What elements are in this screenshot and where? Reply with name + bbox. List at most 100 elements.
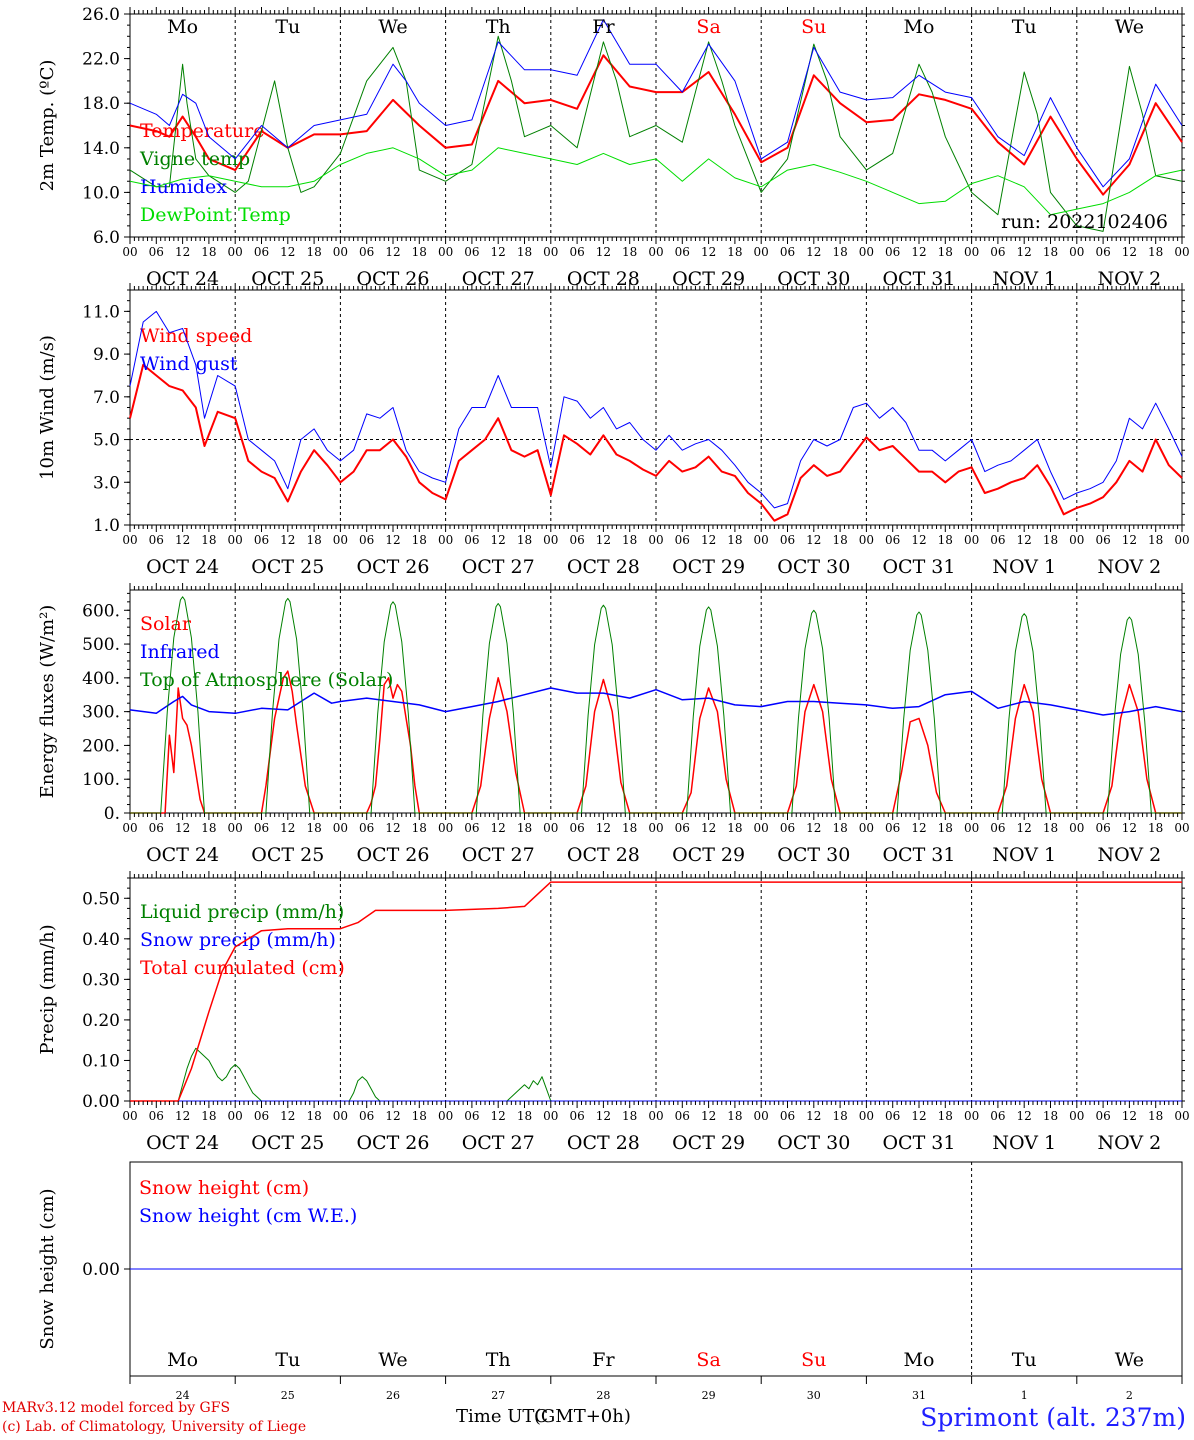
legend-entry: DewPoint Temp bbox=[140, 204, 291, 226]
day-abbrev-bottom: Tu bbox=[1012, 1349, 1037, 1371]
day-abbrev-top: Sa bbox=[696, 16, 720, 38]
x-hour-label: 06 bbox=[885, 1109, 900, 1123]
legend-entry: Wind speed bbox=[140, 325, 252, 347]
y-tick-label: 0. bbox=[104, 804, 120, 824]
x-hour-label: 00 bbox=[438, 1109, 453, 1123]
x-hour-label: 00 bbox=[964, 245, 979, 259]
x-hour-label: 00 bbox=[543, 245, 558, 259]
y-tick-label: 0.10 bbox=[82, 1051, 120, 1071]
x-hour-label: 12 bbox=[596, 245, 611, 259]
x-hour-label: 18 bbox=[938, 1109, 953, 1123]
legend-entry: Wind gust bbox=[140, 353, 238, 375]
legend-entry: Infrared bbox=[140, 641, 220, 663]
x-hour-label: 06 bbox=[254, 245, 269, 259]
x-hour-label: 06 bbox=[359, 821, 374, 835]
y-tick-label: 0.20 bbox=[82, 1011, 120, 1031]
x-hour-label: 12 bbox=[1017, 1109, 1032, 1123]
x-hour-label: 00 bbox=[333, 1109, 348, 1123]
x-hour-label: 00 bbox=[648, 533, 663, 547]
y-tick-label: 100. bbox=[82, 770, 120, 790]
x-date-label: OCT 31 bbox=[882, 1132, 955, 1154]
x-hour-label: 00 bbox=[754, 533, 769, 547]
x-hour-label: 06 bbox=[1095, 533, 1110, 547]
x-hour-label: 18 bbox=[832, 245, 847, 259]
x-date-label: OCT 30 bbox=[777, 1132, 850, 1154]
day-number: 29 bbox=[702, 1389, 716, 1402]
y-axis-label: 2m Temp. (ºC) bbox=[37, 60, 58, 192]
x-hour-label: 18 bbox=[517, 533, 532, 547]
x-date-label: OCT 26 bbox=[356, 1132, 429, 1154]
x-hour-label: 12 bbox=[911, 533, 926, 547]
y-tick-label: 10.0 bbox=[82, 183, 120, 203]
x-hour-label: 06 bbox=[149, 821, 164, 835]
y-tick-label: 0.00 bbox=[82, 1260, 120, 1280]
x-hour-label: 18 bbox=[727, 245, 742, 259]
x-hour-label: 18 bbox=[622, 1109, 637, 1123]
x-hour-label: 12 bbox=[806, 1109, 821, 1123]
x-hour-label: 18 bbox=[727, 821, 742, 835]
panel-wind: 1.0 3.0 5.0 7.0 9.0 11.0 10m Wind (m/s) Wind sp… bbox=[37, 289, 1185, 536]
y-tick-label: 0.30 bbox=[82, 970, 120, 990]
x-hour-label: 12 bbox=[596, 533, 611, 547]
panel-precip: 0.00 0.10 0.20 0.30 0.40 0.50 Precip (mm/h) Liq… bbox=[37, 877, 1185, 1112]
x-hour-label: 12 bbox=[385, 1109, 400, 1123]
x-hour-label: 00 bbox=[859, 821, 874, 835]
x-date-label: OCT 27 bbox=[462, 268, 535, 290]
x-hour-label: 12 bbox=[806, 821, 821, 835]
x-hour-label: 00 bbox=[859, 533, 874, 547]
x-hour-label: 18 bbox=[1043, 821, 1058, 835]
day-abbrev-top: Th bbox=[486, 16, 511, 38]
x-hour-label: 12 bbox=[491, 821, 506, 835]
day-abbrev-top: We bbox=[1115, 16, 1144, 38]
x-hour-label: 06 bbox=[569, 533, 584, 547]
x-hour-label: 12 bbox=[701, 821, 716, 835]
x-hour-label: 06 bbox=[675, 1109, 690, 1123]
day-abbrev-bottom: Sa bbox=[696, 1349, 720, 1371]
x-hour-label: 06 bbox=[1095, 245, 1110, 259]
x-date-label: NOV 1 bbox=[992, 556, 1056, 578]
x-axis-title-main: Time UTC bbox=[456, 1406, 549, 1427]
x-hour-label: 12 bbox=[175, 821, 190, 835]
x-date-label: OCT 24 bbox=[146, 268, 219, 290]
x-hour-label: 12 bbox=[596, 821, 611, 835]
series-humidex bbox=[129, 19, 1183, 188]
x-date-label: OCT 25 bbox=[251, 556, 324, 578]
x-date-label: OCT 28 bbox=[567, 844, 640, 866]
x-hour-label: 12 bbox=[175, 245, 190, 259]
x-date-label: OCT 29 bbox=[672, 844, 745, 866]
x-hour-label: 06 bbox=[254, 821, 269, 835]
day-abbrev-top: Tu bbox=[1012, 16, 1037, 38]
x-date-label: OCT 26 bbox=[356, 268, 429, 290]
x-hour-label: 06 bbox=[885, 245, 900, 259]
x-hour-label: 06 bbox=[149, 1109, 164, 1123]
x-hour-label: 06 bbox=[1095, 821, 1110, 835]
x-date-label: NOV 2 bbox=[1098, 556, 1162, 578]
y-axis-label: 10m Wind (m/s) bbox=[37, 335, 58, 480]
x-hour-label: 00 bbox=[754, 1109, 769, 1123]
day-number: 1 bbox=[1021, 1389, 1028, 1402]
x-hour-label: 18 bbox=[306, 821, 321, 835]
x-hour-label: 06 bbox=[254, 533, 269, 547]
x-hour-label: 18 bbox=[1148, 821, 1163, 835]
x-date-label: OCT 24 bbox=[146, 1132, 219, 1154]
x-hour-label: 18 bbox=[832, 821, 847, 835]
legend-entry: Humidex bbox=[140, 176, 227, 198]
x-hour-label: 18 bbox=[1043, 245, 1058, 259]
y-axis-label: Snow height (cm) bbox=[37, 1188, 58, 1349]
y-tick-label: 200. bbox=[82, 736, 120, 756]
x-hour-label: 12 bbox=[280, 1109, 295, 1123]
x-hour-label: 12 bbox=[911, 821, 926, 835]
day-number: 27 bbox=[491, 1389, 505, 1402]
x-hour-label: 12 bbox=[1122, 533, 1137, 547]
day-abbrev-top: We bbox=[378, 16, 407, 38]
day-abbrev-top: Su bbox=[801, 16, 826, 38]
x-hour-label: 00 bbox=[1069, 245, 1084, 259]
y-tick-label: 7.0 bbox=[93, 388, 120, 408]
x-hour-label: 18 bbox=[1148, 533, 1163, 547]
panel-energy: 0. 100. 200. 300. 400. 500. 600. Energy fluxes … bbox=[37, 589, 1185, 824]
x-date-label: OCT 25 bbox=[251, 268, 324, 290]
day-abbrev-bottom: Th bbox=[486, 1349, 511, 1371]
x-hour-label: 06 bbox=[780, 533, 795, 547]
x-hour-label: 18 bbox=[517, 1109, 532, 1123]
x-hour-label: 12 bbox=[1122, 821, 1137, 835]
